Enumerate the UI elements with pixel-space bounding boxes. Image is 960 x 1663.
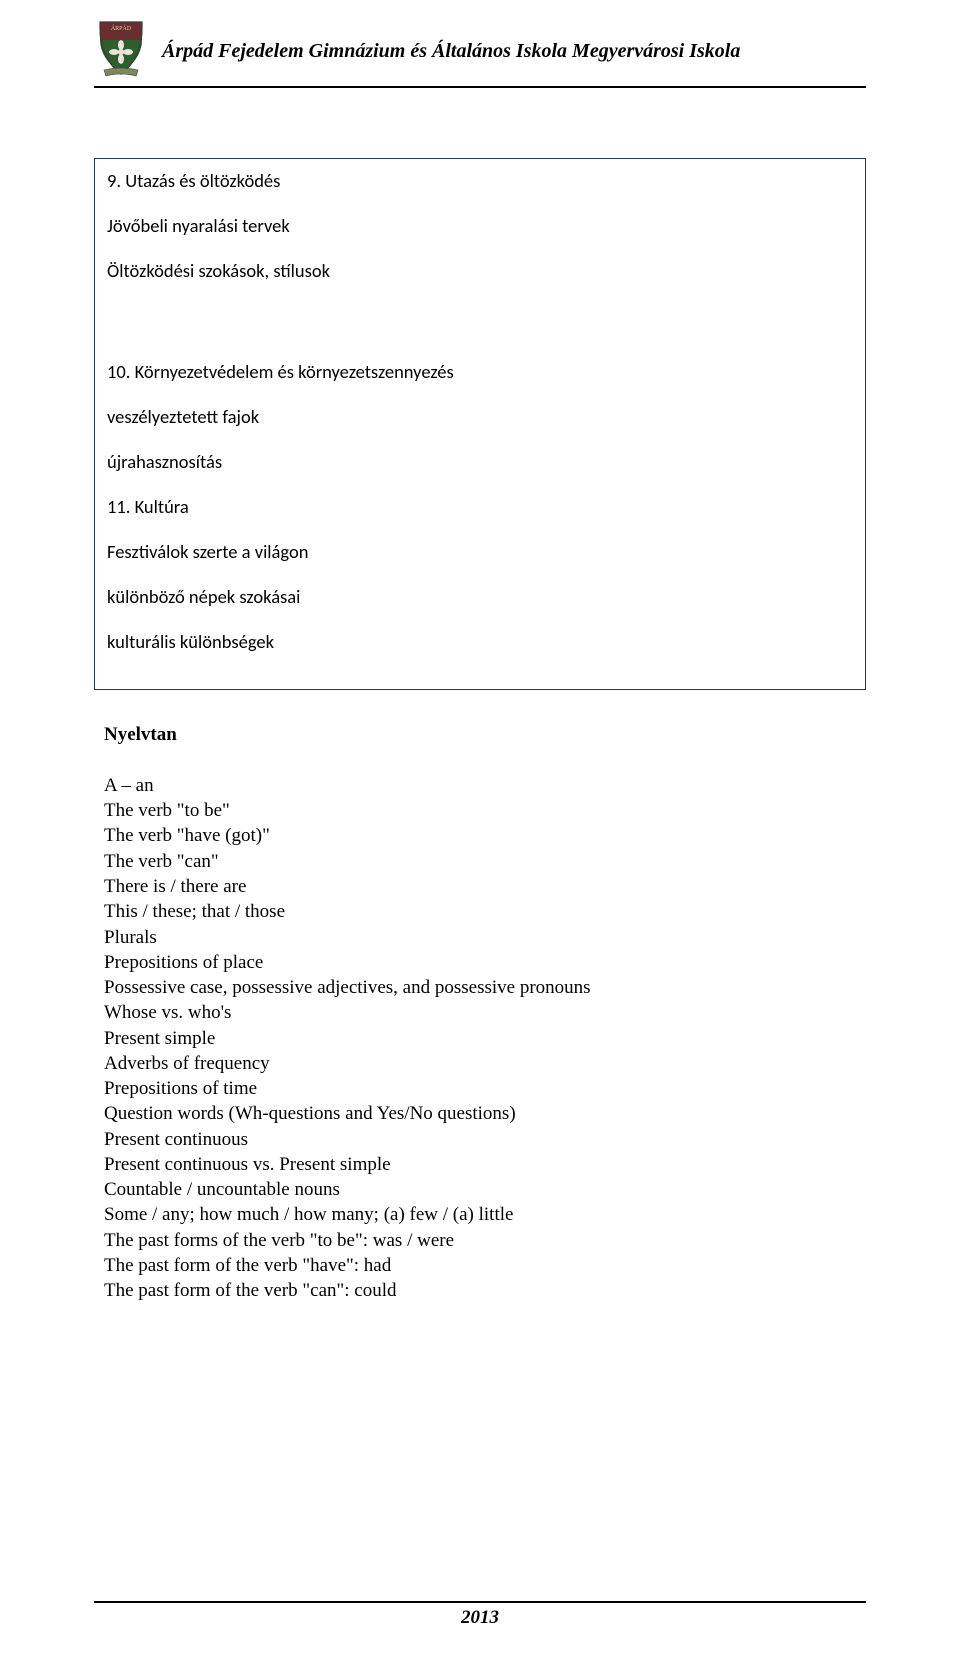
- grammar-item: Question words (Wh-questions and Yes/No …: [104, 1101, 866, 1126]
- grammar-item: Present simple: [104, 1026, 866, 1051]
- page-header: ÁRPÁD Árpád Fejedelem Gimnázium és Által…: [94, 18, 866, 84]
- footer-year: 2013: [0, 1607, 960, 1629]
- grammar-item: The verb "have (got)": [104, 823, 866, 848]
- svg-text:ÁRPÁD: ÁRPÁD: [111, 24, 132, 32]
- grammar-item: Present continuous: [104, 1127, 866, 1152]
- grammar-item: The past forms of the verb "to be": was …: [104, 1228, 866, 1253]
- topic-line: újrahasznosítás: [107, 450, 853, 475]
- page-footer: 2013: [0, 1601, 960, 1629]
- topic-title: 10. Környezetvédelem és környezetszennye…: [107, 360, 853, 385]
- section-spacer: [107, 284, 853, 318]
- footer-divider: [94, 1601, 866, 1603]
- grammar-block: Nyelvtan A – an The verb "to be" The ver…: [94, 722, 866, 1304]
- topic-line: különböző népek szokásai: [107, 585, 853, 610]
- page-body: 9. Utazás és öltözködés Jövőbeli nyaralá…: [94, 88, 866, 1304]
- topic-title: 11. Kultúra: [107, 495, 853, 520]
- topics-box: 9. Utazás és öltözködés Jövőbeli nyaralá…: [94, 158, 866, 690]
- grammar-item: Whose vs. who's: [104, 1000, 866, 1025]
- topic-title: 9. Utazás és öltözködés: [107, 169, 853, 194]
- grammar-item: The verb "to be": [104, 798, 866, 823]
- grammar-item: The past form of the verb "can": could: [104, 1278, 866, 1303]
- page: ÁRPÁD Árpád Fejedelem Gimnázium és Által…: [0, 0, 960, 1663]
- topic-line: Jövőbeli nyaralási tervek: [107, 214, 853, 239]
- topic-line: Fesztiválok szerte a világon: [107, 540, 853, 565]
- topic-line: kulturális különbségek: [107, 630, 853, 655]
- grammar-item: A – an: [104, 773, 866, 798]
- topic-line: veszélyeztetett fajok: [107, 405, 853, 430]
- topic-line: Öltözködési szokások, stílusok: [107, 259, 853, 284]
- school-crest-icon: ÁRPÁD: [94, 18, 148, 78]
- grammar-item: There is / there are: [104, 874, 866, 899]
- grammar-item: Prepositions of place: [104, 950, 866, 975]
- grammar-item: Countable / uncountable nouns: [104, 1177, 866, 1202]
- grammar-item: Adverbs of frequency: [104, 1051, 866, 1076]
- grammar-heading: Nyelvtan: [104, 722, 866, 747]
- school-name: Árpád Fejedelem Gimnázium és Általános I…: [162, 33, 740, 64]
- grammar-item: The past form of the verb "have": had: [104, 1253, 866, 1278]
- grammar-item: Plurals: [104, 925, 866, 950]
- grammar-item: Present continuous vs. Present simple: [104, 1152, 866, 1177]
- grammar-item: Possessive case, possessive adjectives, …: [104, 975, 866, 1000]
- grammar-item: The verb "can": [104, 849, 866, 874]
- grammar-item: This / these; that / those: [104, 899, 866, 924]
- grammar-item: Prepositions of time: [104, 1076, 866, 1101]
- grammar-item: Some / any; how much / how many; (a) few…: [104, 1202, 866, 1227]
